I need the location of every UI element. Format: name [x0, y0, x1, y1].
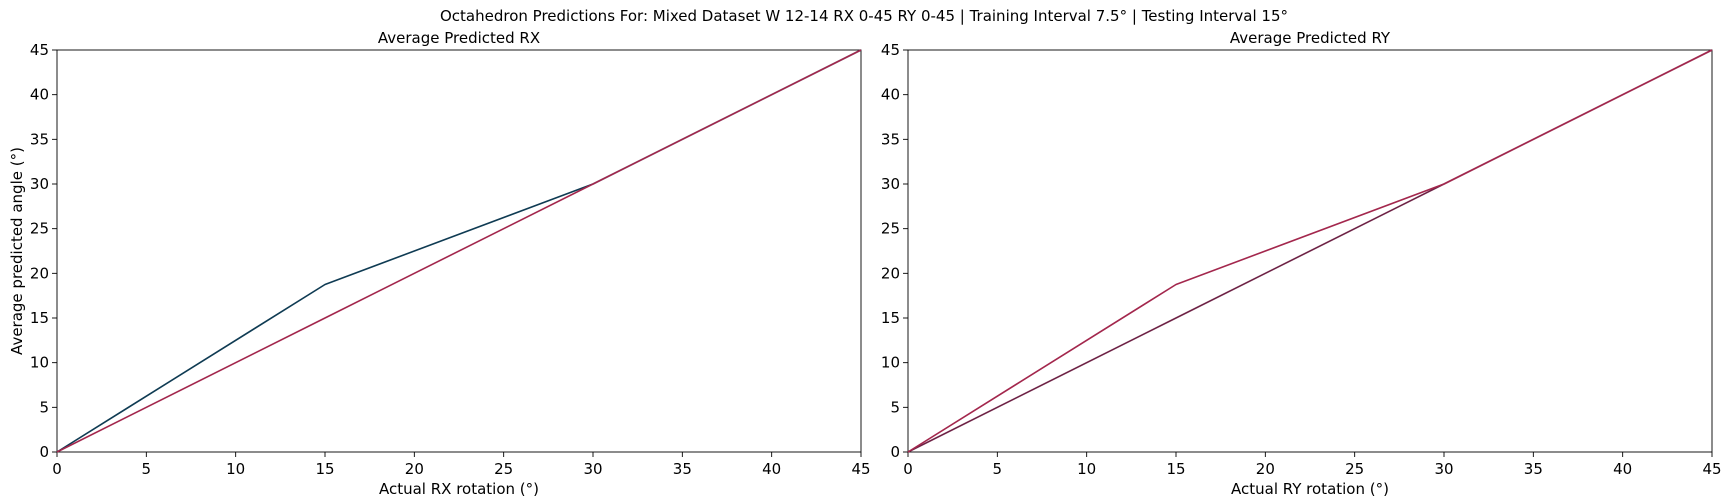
y-tick-label: 5: [890, 398, 900, 416]
y-tick-label: 30: [30, 175, 49, 193]
x-tick-label: 30: [583, 460, 602, 478]
series-line-2: [56, 49, 862, 453]
x-tick-label: 15: [315, 460, 334, 478]
x-tick-label: 25: [1345, 460, 1364, 478]
x-tick-label: 15: [1166, 460, 1185, 478]
y-tick-label: 5: [39, 398, 49, 416]
x-tick-label: 5: [993, 460, 1003, 478]
x-tick-label: 20: [405, 460, 424, 478]
x-tick-label: 45: [851, 460, 870, 478]
x-tick-label: 20: [1256, 460, 1275, 478]
chart-panel-1: 0 5 10 15 20 25 30 35 40 45 0 5 10 15 20 25 30 35 40 45 Aver…: [8, 29, 871, 498]
y-tick-label: 25: [30, 220, 49, 238]
y-tick-label: 35: [30, 130, 49, 148]
y-tick-label: 15: [881, 309, 900, 327]
x-tick-label: 30: [1434, 460, 1453, 478]
x-tick-label: 45: [1702, 460, 1721, 478]
series-line-2: [907, 49, 1713, 453]
x-tick-label: 40: [1613, 460, 1632, 478]
plot-frame: [56, 49, 862, 453]
y-tick-label: 0: [890, 443, 900, 461]
y-tick-label: 35: [881, 130, 900, 148]
x-tick-label: 0: [52, 460, 62, 478]
x-tick-label: 40: [762, 460, 781, 478]
y-tick-label: 45: [881, 41, 900, 59]
y-tick-label: 40: [30, 86, 49, 104]
y-tick-label: 0: [39, 443, 49, 461]
y-axis-label: Average predicted angle (°): [8, 147, 26, 355]
y-tick-label: 30: [881, 175, 900, 193]
x-tick-label: 10: [226, 460, 245, 478]
panel-title: Average Predicted RY: [1230, 29, 1391, 47]
chart-panel-2: 0 5 10 15 20 25 30 35 40 45 0 5 10 15 20 25 30 35 40 45 Aver…: [881, 29, 1722, 498]
x-tick-label: 35: [673, 460, 692, 478]
x-tick-label: 5: [142, 460, 152, 478]
y-tick-label: 15: [30, 309, 49, 327]
y-tick-label: 40: [881, 86, 900, 104]
plot-frame: [907, 49, 1713, 453]
x-axis-label: Actual RX rotation (°): [379, 480, 539, 498]
y-tick-label: 20: [30, 264, 49, 282]
y-tick-label: 20: [881, 264, 900, 282]
x-tick-label: 0: [903, 460, 913, 478]
x-tick-label: 25: [494, 460, 513, 478]
figure-suptitle: Octahedron Predictions For: Mixed Datase…: [440, 7, 1288, 25]
y-tick-label: 25: [881, 220, 900, 238]
y-tick-label: 10: [881, 354, 900, 372]
x-tick-label: 35: [1524, 460, 1543, 478]
y-tick-label: 10: [30, 354, 49, 372]
x-tick-label: 10: [1077, 460, 1096, 478]
panel-title: Average Predicted RX: [378, 29, 540, 47]
x-axis-label: Actual RY rotation (°): [1231, 480, 1389, 498]
y-tick-label: 45: [30, 41, 49, 59]
